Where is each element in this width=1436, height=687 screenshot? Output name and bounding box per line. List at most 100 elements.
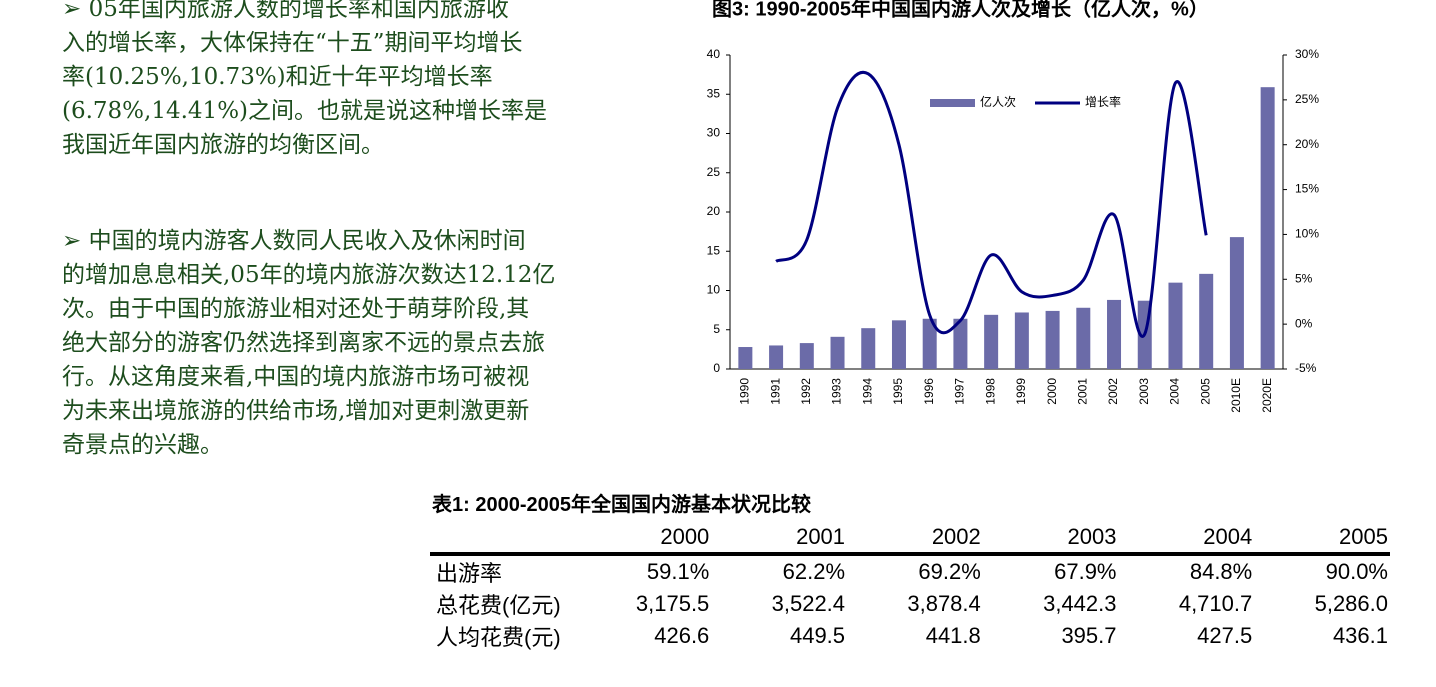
x-tick-label: 1998 bbox=[983, 378, 997, 405]
x-tick-label: 2003 bbox=[1137, 378, 1151, 405]
chart: 图3: 1990-2005年中国国内游人次及增长（亿人次，%） 0 5 10 15 20… bbox=[707, 0, 1320, 413]
x-tick-label: 1993 bbox=[830, 378, 844, 405]
cell: 427.5 bbox=[1197, 623, 1253, 648]
text-line: 的增加息息相关,05年的境内旅游次数达12.12亿 bbox=[62, 262, 556, 288]
y2-tick-label: 15% bbox=[1295, 182, 1319, 196]
header-corner bbox=[430, 522, 576, 556]
text-line: 我国近年国内旅游的均衡区间。 bbox=[62, 132, 384, 158]
bar bbox=[1168, 282, 1183, 369]
y-tick-label: 25 bbox=[707, 165, 721, 179]
x-tick-label: 1999 bbox=[1014, 378, 1028, 405]
text-line: 次。由于中国的旅游业相对还处于萌芽阶段,其 bbox=[62, 296, 530, 322]
x-tick-label: 1994 bbox=[860, 378, 874, 405]
cell: 3,442.3 bbox=[1043, 591, 1117, 616]
cell: 4,710.7 bbox=[1178, 591, 1253, 616]
column-header: 2004 bbox=[1118, 522, 1255, 556]
text-line: ➢ 05年国内旅游人数的增长率和国内旅游收 bbox=[62, 0, 509, 22]
cell: 3,522.4 bbox=[771, 591, 846, 616]
bar bbox=[953, 318, 968, 369]
bar bbox=[799, 343, 814, 369]
y-tick-label: 20 bbox=[707, 204, 721, 218]
cell: 67.9% bbox=[1054, 559, 1117, 584]
y-tick-label: 10 bbox=[707, 283, 721, 297]
bar bbox=[1199, 273, 1214, 369]
bar bbox=[1076, 307, 1091, 369]
cell: 449.5 bbox=[789, 623, 846, 648]
column-header: 2000 bbox=[575, 522, 712, 556]
x-tick-label: 2004 bbox=[1168, 378, 1182, 405]
text-line: ➢ 中国的境内游客人数同人民收入及休闲时间 bbox=[62, 228, 526, 254]
row-label: 人均花费(元) bbox=[436, 625, 561, 650]
bar bbox=[1229, 237, 1244, 369]
text-line: 为未来出境旅游的供给市场,增加对更刺激更新 bbox=[62, 398, 530, 424]
text-line: 行。从这角度来看,中国的境内旅游市场可被视 bbox=[62, 364, 530, 390]
x-tick-label: 1996 bbox=[922, 378, 936, 405]
y-tick-label: 35 bbox=[707, 86, 721, 100]
y2-tick-label: 30% bbox=[1295, 47, 1319, 61]
text-line: 绝大部分的游客仍然选择到离家不远的景点去旅 bbox=[62, 330, 545, 356]
table-title: 表1: 2000-2005年全国国内游基本状况比较 bbox=[432, 494, 811, 516]
table-row: 总花费(亿元) 3,175.5 3,522.4 3,878.4 3,442.3 4,710… bbox=[430, 588, 1390, 620]
cell: 441.8 bbox=[925, 623, 981, 648]
cell: 59.1% bbox=[646, 559, 710, 584]
y-tick-label: 15 bbox=[707, 243, 721, 257]
legend-label: 亿人次 bbox=[980, 94, 1016, 109]
bar bbox=[1014, 312, 1029, 369]
y2-tick-label: 20% bbox=[1295, 137, 1319, 151]
x-tick-label: 1997 bbox=[953, 378, 967, 405]
text-line: 奇景点的兴趣。 bbox=[62, 432, 223, 458]
cell: 395.7 bbox=[1061, 623, 1117, 648]
bar bbox=[830, 336, 845, 369]
y-tick-label: 0 bbox=[713, 361, 720, 375]
x-tick-label: 1990 bbox=[738, 378, 752, 405]
x-tick-label: 1995 bbox=[891, 378, 905, 405]
x-tick-label: 2001 bbox=[1075, 378, 1089, 405]
table-row: 人均花费(元) 426.6 449.5 441.8 395.7 427.5 436.1 bbox=[430, 620, 1390, 652]
column-header: 2001 bbox=[711, 522, 848, 556]
column-header: 2002 bbox=[847, 522, 983, 556]
chart-title: 图3: 1990-2005年中国国内游人次及增长（亿人次，%） bbox=[712, 0, 1209, 20]
cell: 436.1 bbox=[1332, 623, 1388, 648]
y-tick-label: 40 bbox=[707, 47, 721, 61]
bar bbox=[1260, 87, 1275, 369]
y-tick-label: 5 bbox=[713, 322, 720, 336]
column-header: 2003 bbox=[982, 522, 1119, 556]
y2-tick-label: 5% bbox=[1295, 271, 1313, 285]
table-row: 出游率 59.1% 62.2% 69.2% 67.9% 84.8% 90.0% bbox=[430, 554, 1390, 588]
legend-swatch bbox=[930, 99, 975, 107]
paragraph: ➢ 05年国内旅游人数的增长率和国内旅游收入的增长率，大体保持在“十五”期间平均… bbox=[62, 0, 662, 162]
paragraph: ➢ 中国的境内游客人数同人民收入及休闲时间的增加息息相关,05年的境内旅游次数达… bbox=[62, 224, 662, 462]
cell: 62.2% bbox=[782, 559, 846, 584]
bar bbox=[922, 318, 937, 369]
y2-tick-label: -5% bbox=[1295, 361, 1317, 375]
cell: 84.8% bbox=[1189, 559, 1253, 584]
line bbox=[775, 70, 1208, 338]
bar bbox=[1045, 310, 1060, 369]
y2-tick-label: 0% bbox=[1295, 316, 1313, 330]
text-line: 入的增长率，大体保持在“十五”期间平均增长 bbox=[62, 30, 523, 56]
y2-tick-label: 10% bbox=[1295, 227, 1319, 241]
x-tick-label: 2000 bbox=[1045, 378, 1059, 405]
legend-label: 增长率 bbox=[1085, 94, 1121, 109]
cell: 3,175.5 bbox=[635, 591, 710, 616]
row-label: 总花费(亿元) bbox=[436, 593, 561, 618]
y2-tick-label: 25% bbox=[1295, 92, 1319, 106]
x-tick-label: 2020E bbox=[1260, 378, 1274, 413]
x-tick-label: 2010E bbox=[1229, 378, 1243, 413]
bar bbox=[891, 320, 906, 369]
x-tick-label: 2005 bbox=[1198, 378, 1212, 405]
x-tick-label: 1992 bbox=[799, 378, 813, 405]
cell: 69.2% bbox=[918, 559, 981, 584]
table-block: 表1: 2000-2005年全国国内游基本状况比较 2000 2001 2002 20… bbox=[430, 488, 1390, 652]
cell: 426.6 bbox=[654, 623, 710, 648]
bar bbox=[738, 347, 753, 369]
bar bbox=[769, 345, 784, 369]
bar bbox=[1107, 299, 1122, 369]
column-header: 2005 bbox=[1254, 522, 1390, 556]
bar bbox=[861, 328, 876, 369]
table: 2000 2001 2002 2003 2004 2005 出游率 59.1% 62.2% 69.… bbox=[430, 522, 1390, 652]
x-tick-label: 1991 bbox=[768, 378, 782, 405]
cell: 90.0% bbox=[1325, 559, 1388, 584]
text-line: 率(10.25%,10.73%)和近十年平均增长率 bbox=[62, 64, 493, 90]
